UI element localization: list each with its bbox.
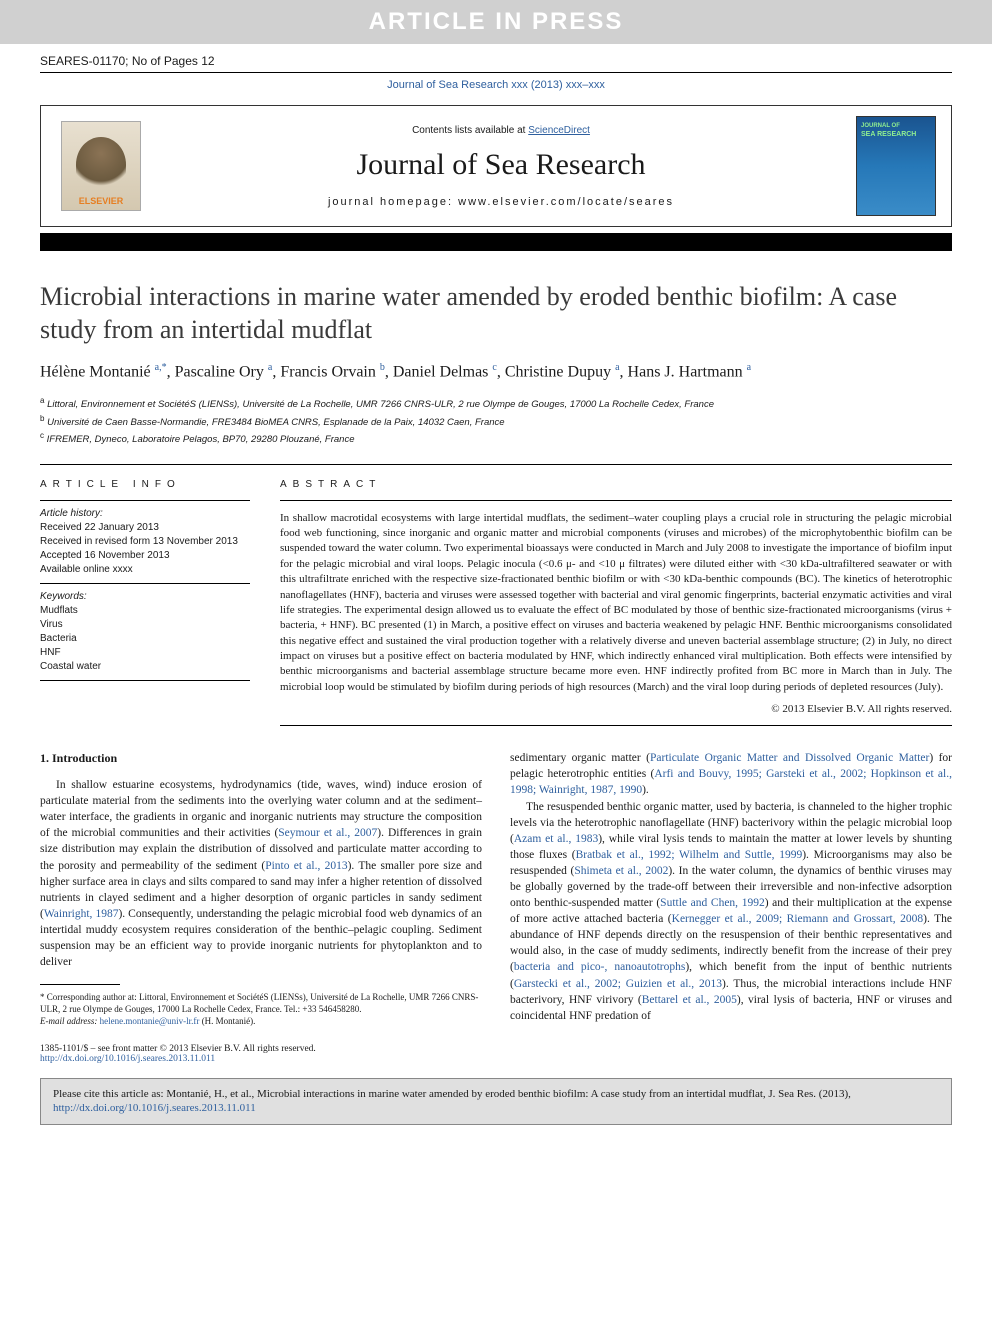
info-abstract-row: article info Article history: Received 2… xyxy=(40,464,952,727)
article-history: Article history: Received 22 January 201… xyxy=(40,500,250,583)
citation-link[interactable]: Azam et al., 1983 xyxy=(514,833,598,845)
affiliation-line: c IFREMER, Dyneco, Laboratoire Pelagos, … xyxy=(40,430,952,447)
footnote-divider xyxy=(40,984,120,985)
citation-link[interactable]: Garstecki et al., 2002; Guizien et al., … xyxy=(514,978,722,990)
keyword: HNF xyxy=(40,646,250,660)
history-line: Accepted 16 November 2013 xyxy=(40,549,250,563)
citation-link[interactable]: Bettarel et al., 2005 xyxy=(642,994,737,1006)
keywords-label: Keywords: xyxy=(40,590,250,604)
keyword: Bacteria xyxy=(40,632,250,646)
citation-link[interactable]: Arfi and Bouvy, 1995; Garsteki et al., 2… xyxy=(510,768,952,796)
article-id: SEARES-01170; No of Pages 12 xyxy=(0,44,992,70)
keyword: Virus xyxy=(40,618,250,632)
journal-cover-image[interactable] xyxy=(856,116,936,216)
email-label: E-mail address: xyxy=(40,1016,100,1026)
citation-link[interactable]: Particulate Organic Matter and Dissolved… xyxy=(650,752,929,764)
citation-doi-link[interactable]: http://dx.doi.org/10.1016/j.seares.2013.… xyxy=(53,1102,256,1114)
authors-list: Hélène Montanié a,*, Pascaline Ory a, Fr… xyxy=(40,362,952,381)
history-label: Article history: xyxy=(40,507,250,521)
history-line: Received in revised form 13 November 201… xyxy=(40,535,250,549)
citation-link[interactable]: bacteria and pico-, nanoautotrophs xyxy=(514,961,685,973)
left-column: 1. Introduction In shallow estuarine eco… xyxy=(40,750,482,1027)
right-column: sedimentary organic matter (Particulate … xyxy=(510,750,952,1027)
introduction-heading: 1. Introduction xyxy=(40,750,482,767)
publisher-logo-area: ELSEVIER xyxy=(41,106,161,226)
doi-link[interactable]: http://dx.doi.org/10.1016/j.seares.2013.… xyxy=(40,1054,215,1064)
publisher-name: ELSEVIER xyxy=(79,196,124,206)
citation-link[interactable]: Suttle and Chen, 1992 xyxy=(660,897,765,909)
abstract-copyright: © 2013 Elsevier B.V. All rights reserved… xyxy=(280,703,952,715)
keyword: Coastal water xyxy=(40,660,250,674)
bottom-info: 1385-1101/$ – see front matter © 2013 El… xyxy=(40,1044,952,1064)
citation-box: Please cite this article as: Montanié, H… xyxy=(40,1078,952,1126)
intro-paragraph-col2-2: The resuspended benthic organic matter, … xyxy=(510,799,952,1024)
contents-line: Contents lists available at ScienceDirec… xyxy=(161,125,841,136)
keywords-section: Keywords: MudflatsVirusBacteriaHNFCoasta… xyxy=(40,583,250,681)
affiliation-line: a Littoral, Environnement et SociétéS (L… xyxy=(40,395,952,412)
article-info-heading: article info xyxy=(40,479,250,490)
abstract-text: In shallow macrotidal ecosystems with la… xyxy=(280,500,952,696)
abstract-bottom-divider xyxy=(280,725,952,726)
header-center: Contents lists available at ScienceDirec… xyxy=(161,106,841,226)
journal-title: Journal of Sea Research xyxy=(161,148,841,182)
journal-homepage: journal homepage: www.elsevier.com/locat… xyxy=(161,196,841,208)
article-info-column: article info Article history: Received 2… xyxy=(40,465,250,727)
article-title: Microbial interactions in marine water a… xyxy=(40,281,952,346)
email-suffix: (H. Montanié). xyxy=(199,1016,255,1026)
citation-link[interactable]: Bratbak et al., 1992; Wilhelm and Suttle… xyxy=(576,849,803,861)
journal-reference: Journal of Sea Research xxx (2013) xxx–x… xyxy=(0,75,992,99)
keyword: Mudflats xyxy=(40,604,250,618)
journal-header: ELSEVIER Contents lists available at Sci… xyxy=(40,105,952,227)
abstract-column: abstract In shallow macrotidal ecosystem… xyxy=(280,465,952,727)
history-line: Received 22 January 2013 xyxy=(40,521,250,535)
journal-cover-area xyxy=(841,106,951,226)
corresponding-author-note: * Corresponding author at: Littoral, Env… xyxy=(40,991,482,1015)
elsevier-logo[interactable]: ELSEVIER xyxy=(61,121,141,211)
intro-paragraph-1: In shallow estuarine ecosystems, hydrody… xyxy=(40,777,482,970)
affiliations: a Littoral, Environnement et SociétéS (L… xyxy=(40,395,952,447)
history-line: Available online xxxx xyxy=(40,563,250,577)
abstract-heading: abstract xyxy=(280,479,952,490)
citation-link[interactable]: Seymour et al., 2007 xyxy=(278,827,377,839)
author-email-link[interactable]: helene.montanie@univ-lr.fr xyxy=(100,1016,200,1026)
sciencedirect-link[interactable]: ScienceDirect xyxy=(528,125,590,136)
affiliation-line: b Université de Caen Basse-Normandie, FR… xyxy=(40,413,952,430)
email-line: E-mail address: helene.montanie@univ-lr.… xyxy=(40,1015,482,1027)
citation-link[interactable]: Wainright, 1987 xyxy=(44,908,119,920)
divider xyxy=(40,72,952,73)
black-divider-bar xyxy=(40,233,952,251)
body-columns: 1. Introduction In shallow estuarine eco… xyxy=(40,750,952,1027)
contents-prefix: Contents lists available at xyxy=(412,125,528,136)
citation-link[interactable]: Pinto et al., 2013 xyxy=(265,860,347,872)
intro-paragraph-col2-1: sedimentary organic matter (Particulate … xyxy=(510,750,952,798)
citation-link[interactable]: Kernegger et al., 2009; Riemann and Gros… xyxy=(672,913,923,925)
issn-line: 1385-1101/$ – see front matter © 2013 El… xyxy=(40,1044,952,1054)
citation-text: Please cite this article as: Montanié, H… xyxy=(53,1088,851,1100)
footnotes: * Corresponding author at: Littoral, Env… xyxy=(40,991,482,1027)
citation-link[interactable]: Shimeta et al., 2002 xyxy=(574,865,668,877)
elsevier-tree-icon xyxy=(76,137,126,192)
article-in-press-banner: ARTICLE IN PRESS xyxy=(0,0,992,44)
